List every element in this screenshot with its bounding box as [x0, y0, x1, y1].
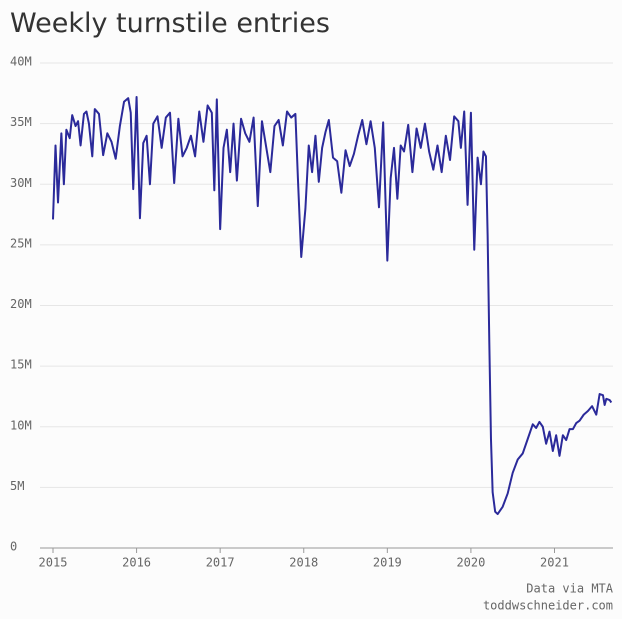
chart-title: Weekly turnstile entries: [10, 8, 330, 39]
y-tick-label: 35M: [10, 115, 32, 129]
y-tick-label: 15M: [10, 358, 32, 372]
x-tick-label: 2018: [289, 556, 318, 570]
y-tick-label: 0: [10, 540, 17, 554]
credit: Data via MTA: [526, 582, 613, 596]
y-tick-label: 30M: [10, 176, 32, 190]
x-tick-label: 2017: [206, 556, 235, 570]
y-tick-label: 20M: [10, 297, 32, 311]
x-tick-label: 2021: [540, 556, 569, 570]
line: [52, 95, 613, 516]
credit: toddwschneider.com: [483, 599, 613, 613]
y-tick-label: 5M: [10, 479, 24, 493]
y-tick-label: 10M: [10, 418, 32, 432]
x-tick-label: 2019: [373, 556, 402, 570]
x-tick-label: 2016: [122, 556, 151, 570]
x-tick-label: 2015: [39, 556, 68, 570]
x-tick-label: 2020: [456, 556, 485, 570]
y-tick-label: 25M: [10, 236, 32, 250]
y-tick-label: 40M: [10, 55, 32, 69]
